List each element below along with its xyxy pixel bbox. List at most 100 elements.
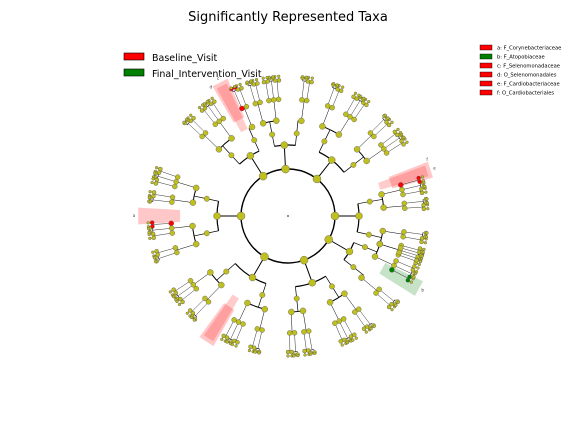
genus-node bbox=[386, 304, 392, 310]
biomarker-key: a: F_Corynebacteriaceae b: F_Atopobiacea… bbox=[479, 44, 561, 97]
order-node bbox=[358, 274, 365, 281]
species-node bbox=[154, 259, 158, 264]
branch-radial bbox=[380, 133, 397, 146]
species-node bbox=[150, 181, 154, 185]
family-node bbox=[172, 245, 179, 251]
species-node bbox=[192, 318, 196, 322]
legend: Baseline_Visit Final_Intervention_Visit bbox=[123, 52, 262, 80]
genus-node bbox=[285, 349, 291, 355]
clade-tag-a: a bbox=[133, 213, 136, 218]
branch-radial bbox=[157, 176, 177, 182]
genus-node bbox=[151, 235, 156, 240]
branch-radial bbox=[159, 170, 178, 178]
genus-node bbox=[417, 179, 422, 184]
genus-node bbox=[414, 258, 419, 263]
clade-tag-c: c bbox=[217, 76, 219, 81]
order-node bbox=[319, 123, 326, 130]
family-node bbox=[373, 290, 379, 296]
species-node bbox=[416, 266, 420, 270]
species-node bbox=[146, 221, 150, 225]
class-node bbox=[350, 264, 357, 270]
branch-radial bbox=[399, 252, 418, 259]
order-node bbox=[189, 199, 197, 206]
class-node bbox=[366, 198, 373, 205]
species-node bbox=[175, 299, 179, 304]
species-node bbox=[405, 140, 409, 144]
family-node bbox=[340, 316, 347, 322]
branch-radial bbox=[395, 260, 414, 269]
species-node bbox=[390, 308, 394, 312]
branch-radial bbox=[239, 88, 247, 107]
clade-highlight-wedge bbox=[388, 161, 434, 189]
key-swatch-b bbox=[479, 53, 493, 60]
genus-node bbox=[151, 190, 157, 195]
species-node bbox=[310, 76, 314, 80]
family-node bbox=[304, 97, 310, 104]
branch-radial bbox=[303, 331, 307, 351]
genus-node bbox=[361, 326, 367, 331]
genus-node bbox=[401, 142, 406, 147]
branch-radial bbox=[265, 81, 270, 101]
species-node bbox=[147, 195, 151, 200]
clade-tag-d: d bbox=[209, 84, 212, 89]
family-node bbox=[376, 286, 382, 293]
order-node bbox=[192, 240, 200, 248]
genus-node bbox=[392, 129, 398, 135]
branch-radial bbox=[400, 247, 419, 254]
family-node bbox=[173, 179, 179, 185]
species-node bbox=[261, 76, 265, 80]
branch-radial bbox=[252, 328, 258, 348]
family-node bbox=[202, 295, 208, 302]
branch-radial bbox=[379, 289, 395, 302]
clade-highlight-wedge bbox=[378, 165, 429, 190]
species-node bbox=[421, 179, 426, 183]
order-node bbox=[376, 240, 384, 248]
branch-radial bbox=[382, 230, 404, 235]
key-swatch-f bbox=[479, 89, 493, 96]
branch-radial bbox=[338, 116, 351, 135]
clade-highlight-wedge bbox=[199, 303, 235, 347]
family-node bbox=[216, 118, 222, 125]
species-node bbox=[152, 256, 157, 260]
branch-radial bbox=[402, 190, 422, 195]
family-node bbox=[351, 116, 357, 123]
key-label-e: e: F_Cardiobacteriaceae bbox=[497, 82, 560, 88]
phylum-hub-node bbox=[213, 212, 221, 220]
species-node bbox=[398, 130, 402, 135]
species-node bbox=[362, 96, 366, 100]
family-node bbox=[381, 146, 387, 152]
branch-radial bbox=[243, 107, 253, 128]
root-node bbox=[287, 214, 290, 217]
order-node bbox=[261, 305, 268, 313]
key-swatch-d bbox=[479, 71, 493, 78]
branch-radial bbox=[212, 102, 224, 119]
key-label-a: a: F_Corynebacteriaceae bbox=[497, 46, 561, 52]
order-node bbox=[335, 131, 343, 138]
clade-tag-e: e bbox=[433, 165, 436, 170]
branch-radial bbox=[153, 232, 173, 237]
branch-radial bbox=[404, 201, 424, 204]
species-node bbox=[420, 175, 425, 179]
genus-node bbox=[348, 334, 354, 339]
order-node bbox=[379, 227, 387, 235]
clade-tag-f: f bbox=[426, 157, 428, 162]
species-node bbox=[146, 227, 151, 231]
species-node bbox=[418, 259, 422, 264]
branch-arc bbox=[345, 337, 350, 340]
clade-highlights bbox=[138, 78, 434, 347]
species-node bbox=[189, 315, 194, 319]
order-node bbox=[244, 299, 251, 307]
family-node bbox=[199, 133, 205, 140]
species-node bbox=[423, 184, 427, 189]
genus-node bbox=[416, 175, 421, 181]
branch-radial bbox=[383, 137, 400, 150]
branch-radial bbox=[207, 105, 220, 122]
genus-node bbox=[419, 239, 424, 245]
branch-radial bbox=[327, 87, 335, 106]
genus-node bbox=[405, 278, 411, 283]
branch-radial bbox=[374, 256, 395, 266]
branch-radial bbox=[176, 181, 197, 189]
species-node bbox=[424, 235, 429, 239]
phylum-node bbox=[260, 252, 269, 261]
key-swatch-a bbox=[479, 44, 493, 51]
